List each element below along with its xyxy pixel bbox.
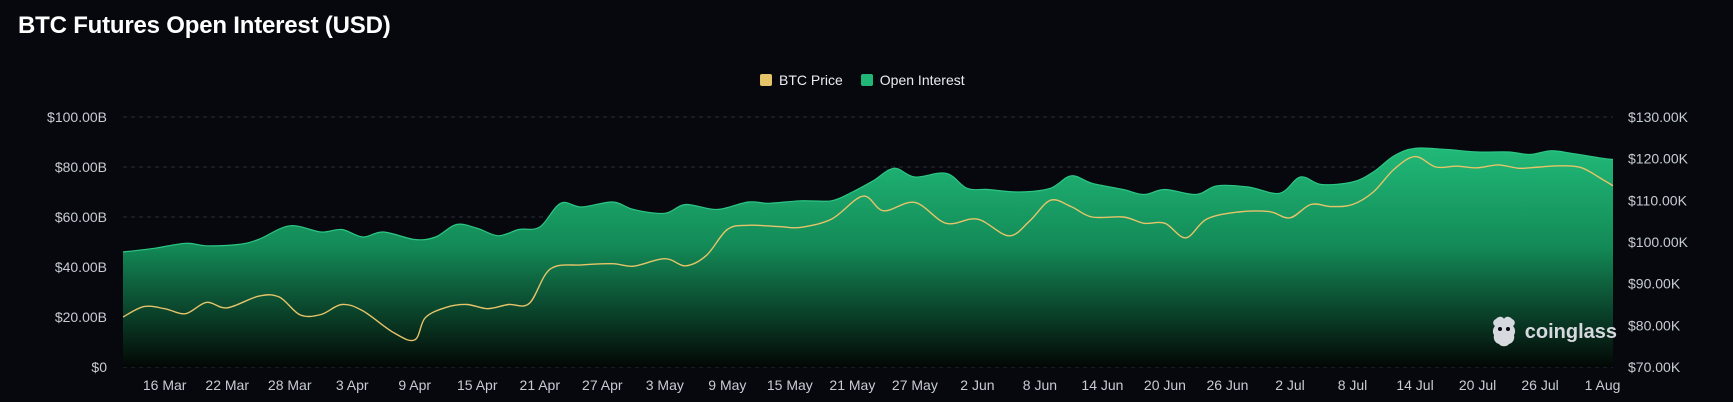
x-tick-label: 21 May <box>829 377 875 393</box>
x-tick-label: 8 Jun <box>1023 377 1057 393</box>
y-left-tick-label: $60.00B <box>55 209 107 225</box>
x-tick-label: 16 Mar <box>143 377 187 393</box>
x-tick-label: 2 Jun <box>960 377 994 393</box>
y-right-tick-label: $110.00K <box>1628 192 1688 208</box>
legend-swatch-open-interest <box>860 74 873 86</box>
x-tick-label: 8 Jul <box>1338 377 1368 393</box>
chart-legend: BTC Price Open Interest <box>760 72 965 88</box>
x-tick-label: 22 Mar <box>205 377 249 393</box>
legend-item-btc-price[interactable]: BTC Price <box>760 72 843 88</box>
x-tick-label: 9 Apr <box>398 377 431 393</box>
x-tick-label: 9 May <box>708 377 746 393</box>
x-tick-label: 2 Jul <box>1275 377 1305 393</box>
x-tick-label: 27 Apr <box>582 377 623 393</box>
x-tick-label: 3 May <box>646 377 684 393</box>
x-tick-label: 14 Jun <box>1081 377 1123 393</box>
x-tick-label: 26 Jun <box>1206 377 1248 393</box>
x-tick-label: 28 Mar <box>268 377 312 393</box>
legend-label-open-interest: Open Interest <box>879 72 965 88</box>
legend-swatch-btc-price <box>760 74 772 86</box>
y-right-tick-label: $120.00K <box>1628 151 1689 167</box>
open-interest-line <box>122 147 1614 253</box>
y-left-tick-label: $80.00B <box>55 159 107 175</box>
y-left-tick-label: $0 <box>91 359 107 375</box>
y-axis-left: $0 $20.00B $40.00B $60.00B $80.00B $100.00B <box>47 109 107 375</box>
x-tick-label: 27 May <box>892 377 938 393</box>
y-right-tick-label: $70.00K <box>1628 359 1681 375</box>
legend-item-open-interest[interactable]: Open Interest <box>860 72 965 88</box>
y-left-tick-label: $100.00B <box>47 109 107 125</box>
y-axis-right: $70.00K $80.00K $90.00K $100.00K $110.00K $12… <box>1628 109 1689 375</box>
x-tick-label: 1 Aug <box>1585 377 1621 393</box>
x-tick-label: 3 Apr <box>336 377 369 393</box>
y-right-tick-label: $130.00K <box>1628 109 1689 125</box>
brand-name: coinglass <box>1524 320 1617 343</box>
chart-title: BTC Futures Open Interest (USD) <box>18 12 391 39</box>
x-tick-label: 21 Apr <box>520 377 561 393</box>
y-right-tick-label: $100.00K <box>1628 234 1689 250</box>
y-right-tick-label: $80.00K <box>1628 317 1681 333</box>
x-tick-label: 15 Apr <box>457 377 498 393</box>
x-tick-label: 15 May <box>767 377 813 393</box>
y-right-tick-label: $90.00K <box>1628 276 1681 292</box>
x-tick-label: 26 Jul <box>1521 377 1558 393</box>
legend-label-btc-price: BTC Price <box>779 72 843 88</box>
x-axis: 16 Mar 22 Mar 28 Mar 3 Apr 9 Apr 15 Apr 21 Apr… <box>143 377 1621 393</box>
btc-price-line <box>122 155 1614 342</box>
y-left-tick-label: $20.00B <box>55 309 107 325</box>
brand-logo: coinglass <box>1489 316 1617 348</box>
x-tick-label: 20 Jul <box>1459 377 1496 393</box>
coinglass-logo-icon <box>1492 316 1515 347</box>
x-tick-label: 20 Jun <box>1144 377 1186 393</box>
open-interest-area <box>123 147 1613 367</box>
plot-area <box>122 147 1614 367</box>
x-tick-label: 14 Jul <box>1396 377 1433 393</box>
y-left-tick-label: $40.00B <box>55 259 107 275</box>
